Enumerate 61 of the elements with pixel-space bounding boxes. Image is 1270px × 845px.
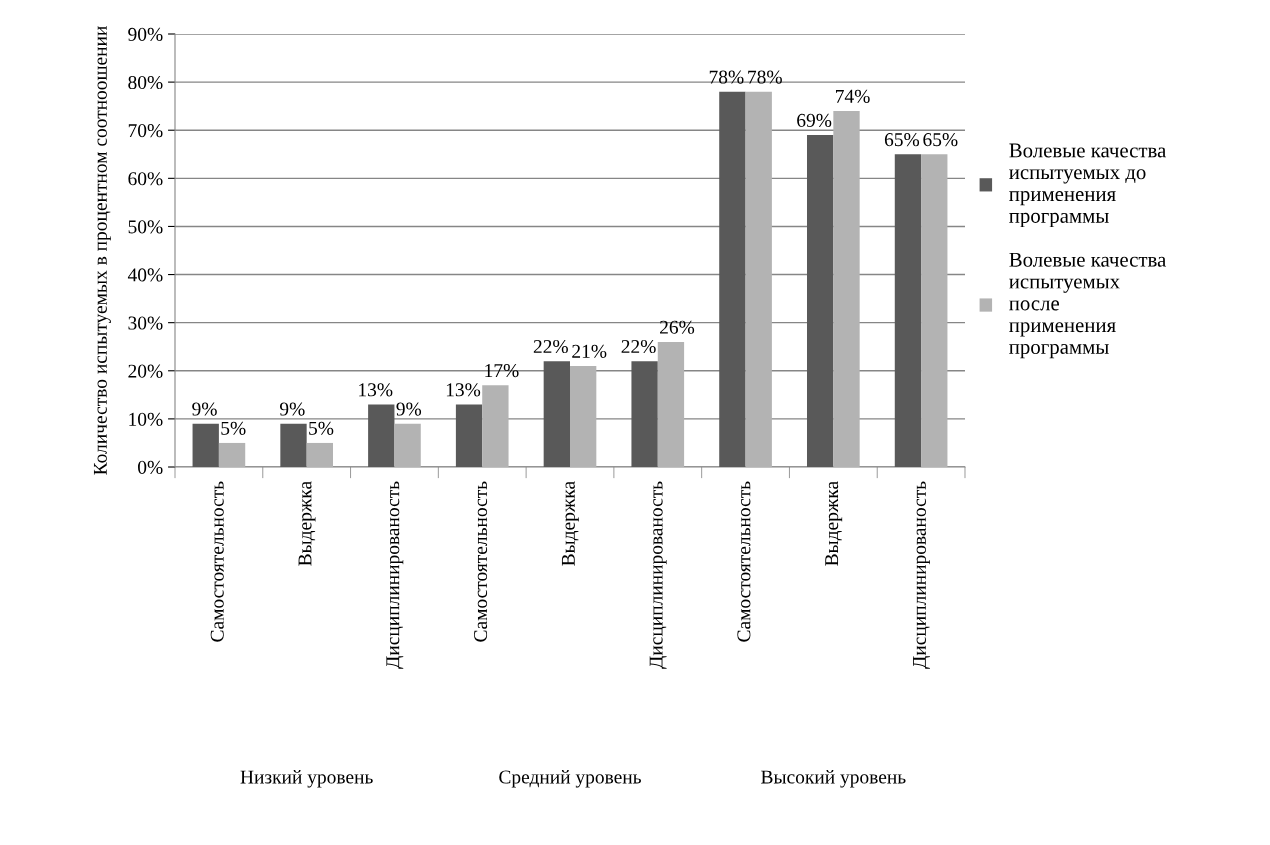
y-tick-label: 80% [128, 75, 163, 90]
bar [719, 91, 746, 467]
bar [218, 442, 246, 467]
x-tick-label: Дисциплинированость [386, 481, 404, 669]
x-tick-label: Дисциплинированость [913, 481, 930, 669]
bar [833, 110, 860, 467]
bar [570, 365, 597, 467]
legend-label: Волевые качества испытуемых до применения программы [1009, 143, 1167, 228]
data-label: 78% [709, 70, 744, 84]
y-tick-label: 90% [128, 27, 163, 41]
data-label: 5% [221, 421, 246, 435]
data-label: 78% [748, 70, 782, 84]
data-label: 22% [621, 339, 656, 354]
x-tick-label: Выдержка [298, 481, 316, 566]
data-label: 22% [533, 339, 568, 354]
data-label: 9% [192, 402, 217, 416]
y-tick-label: 40% [127, 268, 163, 282]
bar [280, 423, 307, 467]
bar [745, 91, 772, 467]
bar [631, 361, 658, 467]
data-label: 69% [797, 113, 832, 127]
text: Низкий уровень [240, 770, 373, 788]
data-label: 17% [485, 363, 519, 378]
text: Высокий уровень [761, 770, 906, 788]
bar [807, 135, 834, 467]
bar [657, 341, 685, 467]
data-label: 74% [836, 89, 870, 103]
data-label: 26% [660, 320, 695, 334]
data-label: 13% [359, 383, 393, 397]
x-tick-label: Самостоятельность [474, 481, 488, 642]
bar [306, 442, 333, 467]
x-tick-label: Дисциплинированость [649, 481, 667, 669]
legend-label: Волевые качества испытуемых после применения программы [1009, 252, 1167, 359]
x-tick-label: Выдержка [825, 481, 843, 566]
x-tick-label: Самостоятельность [737, 481, 751, 642]
x-tick-label: Самостоятельность [210, 481, 224, 642]
data-label: 65% [884, 133, 920, 147]
data-label: 9% [279, 402, 305, 416]
bar [543, 361, 570, 467]
y-tick-label: 60% [128, 172, 163, 186]
bar [192, 423, 219, 467]
bar [394, 423, 421, 467]
data-label: 9% [396, 402, 422, 416]
data-label: 65% [923, 133, 958, 147]
y-tick-label: 0% [138, 460, 163, 474]
data-label: 21% [572, 344, 607, 358]
bar [368, 404, 395, 467]
bar [455, 404, 483, 467]
bar [482, 385, 509, 467]
x-tick-label: Выдержка [561, 481, 579, 566]
y-axis-title: Количество испытуемых в процентном соотноошении [93, 26, 111, 475]
y-tick-label: 10% [129, 412, 163, 426]
y-tick-label: 70% [128, 124, 163, 138]
y-tick-label: 30% [128, 316, 163, 330]
data-label: 5% [309, 421, 334, 435]
data-label: 13% [446, 383, 481, 397]
bar [894, 154, 922, 467]
y-tick-label: 50% [128, 220, 163, 234]
text: Средний уровень [499, 770, 641, 788]
y-tick-label: 20% [128, 364, 163, 378]
bar [921, 154, 948, 467]
